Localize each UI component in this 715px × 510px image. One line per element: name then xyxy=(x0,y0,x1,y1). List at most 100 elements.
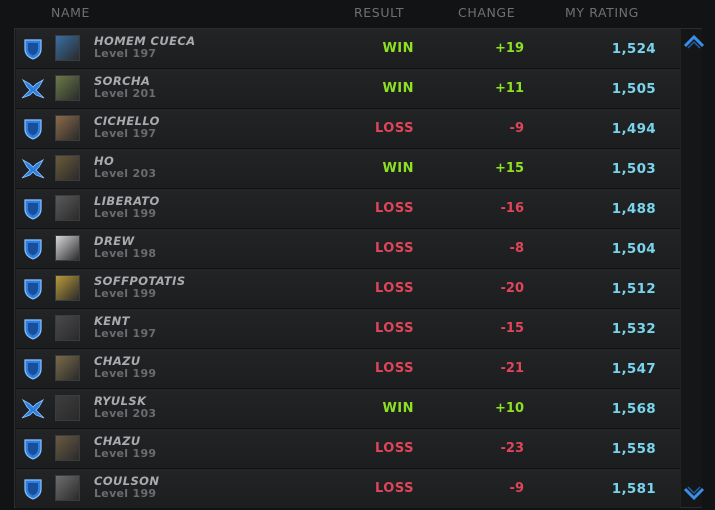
rating-change: -8 xyxy=(509,241,524,256)
header-name[interactable]: NAME xyxy=(51,5,90,20)
scroll-down-chevron-icon[interactable] xyxy=(683,486,705,502)
my-rating: 1,524 xyxy=(611,41,656,57)
match-row[interactable]: SOFFPOTATIS Level 199 LOSS -20 1,512 xyxy=(16,269,680,309)
rating-change: +15 xyxy=(495,161,524,176)
my-rating: 1,558 xyxy=(611,441,656,457)
player-name[interactable]: LIBERATO xyxy=(94,194,160,208)
avatar[interactable] xyxy=(55,35,80,61)
match-result: LOSS xyxy=(374,361,414,376)
match-row[interactable]: LIBERATO Level 199 LOSS -16 1,488 xyxy=(16,189,680,229)
protoss-shield-icon xyxy=(20,316,46,342)
player-level: Level 198 xyxy=(94,247,157,260)
avatar[interactable] xyxy=(55,155,80,181)
player-name[interactable]: COULSON xyxy=(94,474,160,488)
protoss-shield-icon xyxy=(20,196,46,222)
protoss-shield-icon xyxy=(20,116,46,142)
player-level: Level 197 xyxy=(94,127,157,140)
match-history-list: HOMEM CUECA Level 197 WIN +19 1,524 SORCHA Lev… xyxy=(14,28,705,509)
my-rating: 1,512 xyxy=(611,281,656,297)
player-level: Level 199 xyxy=(94,287,157,300)
avatar[interactable] xyxy=(55,115,80,141)
my-rating: 1,532 xyxy=(611,321,656,337)
match-row[interactable]: RYULSK Level 203 WIN +10 1,568 xyxy=(16,389,680,429)
match-result: LOSS xyxy=(374,321,414,336)
terran-crossed-icon xyxy=(20,76,46,102)
match-result: LOSS xyxy=(374,201,414,216)
player-level: Level 201 xyxy=(94,87,157,100)
player-name[interactable]: KENT xyxy=(94,314,130,328)
match-row[interactable]: HO Level 203 WIN +15 1,503 xyxy=(16,149,680,189)
match-row[interactable]: SORCHA Level 201 WIN +11 1,505 xyxy=(16,69,680,109)
match-result: WIN xyxy=(382,41,414,56)
match-result: LOSS xyxy=(374,281,414,296)
scrollbar[interactable] xyxy=(680,29,705,507)
avatar[interactable] xyxy=(55,195,80,221)
terran-crossed-icon xyxy=(20,396,46,422)
avatar[interactable] xyxy=(55,355,80,381)
player-level: Level 203 xyxy=(94,167,157,180)
my-rating: 1,504 xyxy=(611,241,656,257)
header-my-rating[interactable]: MY RATING xyxy=(565,5,639,20)
player-name[interactable]: SORCHA xyxy=(94,74,151,88)
match-row[interactable]: KENT Level 197 LOSS -15 1,532 xyxy=(16,309,680,349)
my-rating: 1,505 xyxy=(611,81,656,97)
match-result: LOSS xyxy=(374,241,414,256)
avatar[interactable] xyxy=(55,275,80,301)
match-row[interactable]: CHAZU Level 199 LOSS -23 1,558 xyxy=(16,429,680,469)
rating-change: -9 xyxy=(509,481,524,496)
header-change[interactable]: CHANGE xyxy=(458,5,516,20)
player-name[interactable]: HO xyxy=(94,154,115,168)
match-result: WIN xyxy=(382,81,414,96)
player-name[interactable]: CICHELLO xyxy=(94,114,160,128)
my-rating: 1,581 xyxy=(611,481,656,497)
my-rating: 1,503 xyxy=(611,161,656,177)
avatar[interactable] xyxy=(55,75,80,101)
protoss-shield-icon xyxy=(20,36,46,62)
avatar[interactable] xyxy=(55,315,80,341)
avatar[interactable] xyxy=(55,475,80,501)
protoss-shield-icon xyxy=(20,276,46,302)
protoss-shield-icon xyxy=(20,476,46,502)
rating-change: +19 xyxy=(495,41,524,56)
terran-crossed-icon xyxy=(20,156,46,182)
player-level: Level 199 xyxy=(94,447,157,460)
header-result[interactable]: RESULT xyxy=(354,5,405,20)
player-name[interactable]: SOFFPOTATIS xyxy=(94,274,186,288)
match-row[interactable]: CHAZU Level 199 LOSS -21 1,547 xyxy=(16,349,680,389)
rating-change: -23 xyxy=(500,441,525,456)
player-name[interactable]: DREW xyxy=(94,234,135,248)
player-level: Level 199 xyxy=(94,367,157,380)
player-name[interactable]: CHAZU xyxy=(94,354,141,368)
player-level: Level 203 xyxy=(94,407,157,420)
rating-change: -20 xyxy=(500,281,525,296)
match-row[interactable]: DREW Level 198 LOSS -8 1,504 xyxy=(16,229,680,269)
avatar[interactable] xyxy=(55,235,80,261)
my-rating: 1,488 xyxy=(611,201,656,217)
match-result: LOSS xyxy=(374,441,414,456)
scroll-up-chevron-icon[interactable] xyxy=(683,33,705,49)
rating-change: -9 xyxy=(509,121,524,136)
player-name[interactable]: HOMEM CUECA xyxy=(94,34,196,48)
my-rating: 1,547 xyxy=(611,361,656,377)
match-result: WIN xyxy=(382,401,414,416)
match-result: LOSS xyxy=(374,121,414,136)
avatar[interactable] xyxy=(55,435,80,461)
match-row[interactable]: CICHELLO Level 197 LOSS -9 1,494 xyxy=(16,109,680,149)
player-level: Level 197 xyxy=(94,327,157,340)
my-rating: 1,494 xyxy=(611,121,656,137)
player-name[interactable]: CHAZU xyxy=(94,434,141,448)
player-level: Level 199 xyxy=(94,487,157,500)
player-name[interactable]: RYULSK xyxy=(94,394,147,408)
rating-change: +11 xyxy=(495,81,524,96)
protoss-shield-icon xyxy=(20,236,46,262)
player-level: Level 197 xyxy=(94,47,157,60)
match-row[interactable]: COULSON Level 199 LOSS -9 1,581 xyxy=(16,469,680,509)
rating-change: -21 xyxy=(500,361,525,376)
column-header-bar: NAME RESULT CHANGE MY RATING xyxy=(0,0,715,26)
match-result: WIN xyxy=(382,161,414,176)
protoss-shield-icon xyxy=(20,356,46,382)
rating-change: -15 xyxy=(500,321,525,336)
player-level: Level 199 xyxy=(94,207,157,220)
match-row[interactable]: HOMEM CUECA Level 197 WIN +19 1,524 xyxy=(16,29,680,69)
avatar[interactable] xyxy=(55,395,80,421)
